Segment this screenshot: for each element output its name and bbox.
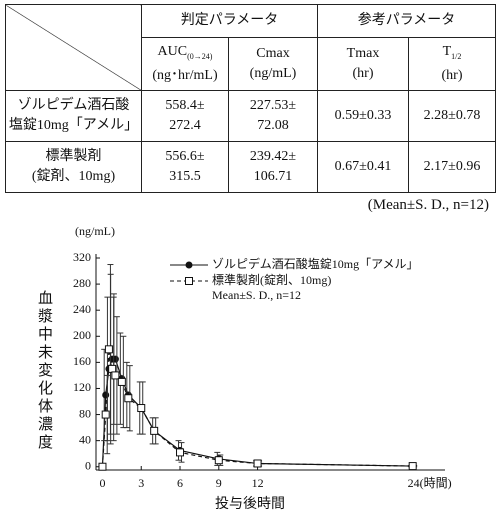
cell: 227.53± 72.08	[228, 90, 318, 142]
line: 556.6±	[165, 149, 205, 164]
x-tick-label: 9	[216, 476, 222, 490]
cell: 239.42± 106.71	[228, 141, 318, 193]
x-tick-label: 6	[177, 476, 183, 490]
table-note: (Mean±S. D., n=12)	[367, 197, 489, 213]
data-point	[176, 448, 185, 457]
data-point	[408, 462, 417, 471]
y-tick-label: 0	[85, 458, 91, 472]
row-name: 標準製剤 (錠剤、10mg)	[5, 141, 142, 193]
data-point	[111, 355, 119, 363]
x-tick-label: 3	[138, 476, 144, 490]
cell: 558.4± 272.4	[141, 90, 229, 142]
data-point	[253, 459, 262, 468]
x-tick-label: 12	[252, 476, 264, 490]
line: 標準製剤	[45, 149, 102, 164]
pk-table: 判定パラメータ 参考パラメータ AUC(0→24) (ng･hr/mL) Cmax…	[5, 4, 496, 193]
line: 558.4±	[165, 98, 205, 113]
line: 塩錠10mg「アメル」	[8, 118, 139, 133]
data-point	[111, 371, 120, 380]
y-axis-title: 血漿中未変化体濃度	[36, 290, 52, 452]
cell: 556.6± 315.5	[141, 141, 229, 193]
y-tick-label: 160	[73, 354, 91, 368]
y-tick-label: 320	[73, 250, 91, 264]
column-unit: (ng/mL)	[249, 66, 297, 81]
series-line	[101, 358, 413, 467]
data-point	[150, 426, 159, 435]
column-name: Cmax	[256, 46, 290, 61]
data-point	[102, 391, 110, 399]
column-name: T	[442, 43, 452, 59]
annotation: Mean±S. D., n=12	[212, 288, 301, 302]
corner-cell	[5, 4, 142, 91]
column-header: T1/2 (hr)	[408, 37, 496, 91]
column-unit: (hr)	[352, 66, 374, 81]
row-name: ゾルピデム酒石酸 塩錠10mg「アメル」	[5, 90, 142, 142]
column-sub: 1/2	[451, 51, 462, 61]
series-line	[101, 349, 413, 467]
column-header: AUC(0→24) (ng･hr/mL)	[141, 37, 229, 91]
data-point	[124, 394, 133, 403]
line: 315.5	[169, 169, 201, 184]
y-tick-label: 80	[79, 406, 91, 420]
data-point	[101, 410, 110, 419]
legend-label: 標準製剤(錠剤、10mg)	[212, 272, 331, 287]
group-header: 参考パラメータ	[317, 4, 496, 38]
line: 227.53±	[249, 98, 297, 113]
column-sub: (0→24)	[187, 51, 213, 61]
data-point	[104, 345, 113, 354]
line: ゾルピデム酒石酸	[17, 98, 130, 113]
data-point	[98, 462, 107, 471]
legend-marker	[185, 261, 193, 269]
data-point	[117, 377, 126, 386]
y-tick-label: 120	[73, 380, 91, 394]
column-header: Tmax (hr)	[317, 37, 409, 91]
y-tick-label: 40	[79, 432, 91, 446]
column-unit: (hr)	[441, 68, 463, 84]
x-tick-label: 24(時間)	[408, 476, 452, 490]
y-tick-label: 200	[73, 328, 91, 342]
data-point	[214, 456, 223, 465]
y-tick-label: 280	[73, 276, 91, 290]
x-axis-title: 投与後時間	[215, 496, 285, 512]
y-unit: (ng/mL)	[75, 224, 115, 238]
legend-marker	[185, 277, 193, 285]
data-point	[108, 364, 117, 373]
cell: 2.17±0.96	[408, 141, 496, 193]
line: 106.71	[253, 169, 293, 184]
data-point	[137, 404, 146, 413]
x-tick-label: 0	[99, 476, 105, 490]
column-unit: (ng･hr/mL)	[152, 68, 218, 84]
column-name: AUC	[157, 43, 188, 59]
legend-label: ゾルピデム酒石酸塩錠10mg「アメル」	[212, 256, 419, 271]
column-name: Tmax	[346, 46, 380, 61]
column-header: Cmax (ng/mL)	[228, 37, 318, 91]
cell: 0.67±0.41	[317, 141, 409, 193]
group-header: 判定パラメータ	[141, 4, 318, 38]
y-tick-label: 240	[73, 302, 91, 316]
line: (錠剤、10mg)	[31, 169, 116, 184]
cell: 2.28±0.78	[408, 90, 496, 142]
line: 239.42±	[249, 149, 297, 164]
line: 72.08	[257, 118, 289, 133]
line: 272.4	[169, 118, 201, 133]
cell: 0.59±0.33	[317, 90, 409, 142]
